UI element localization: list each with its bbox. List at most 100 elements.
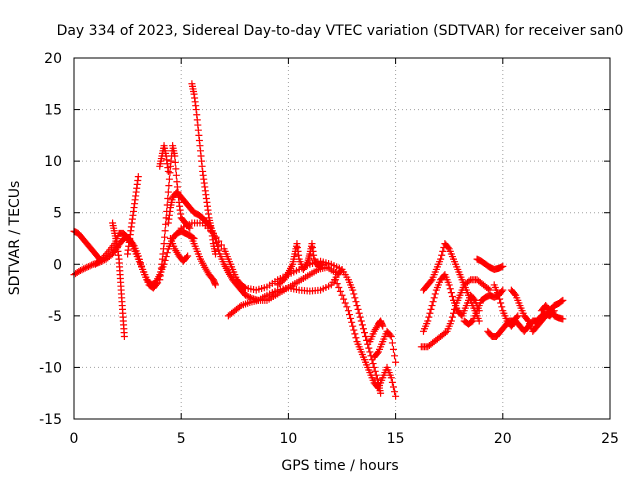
data-point — [245, 293, 253, 301]
data-point — [357, 317, 365, 325]
data-point — [514, 312, 522, 320]
axis-ticks — [73, 57, 611, 420]
data-point — [365, 344, 373, 352]
data-point — [496, 295, 504, 303]
data-point — [363, 336, 371, 344]
x-tick-label: 10 — [279, 431, 297, 447]
data-point — [392, 358, 400, 366]
data-point — [446, 285, 454, 293]
data-point — [438, 251, 446, 259]
data-point — [431, 290, 439, 298]
data-point — [337, 267, 345, 275]
series-s19 — [419, 271, 483, 335]
data-point — [336, 287, 344, 295]
data-point — [389, 383, 397, 391]
plot-frame — [73, 57, 611, 420]
data-point — [356, 313, 364, 321]
data-point — [349, 322, 357, 330]
data-point — [427, 305, 435, 313]
data-point — [161, 227, 169, 235]
data-point — [559, 315, 567, 323]
series-s4 — [109, 219, 128, 340]
data-point — [495, 291, 503, 299]
data-point — [523, 316, 531, 324]
data-point — [333, 280, 341, 288]
data-point — [335, 283, 343, 291]
data-point — [81, 264, 89, 272]
data-point — [371, 367, 379, 375]
data-point — [338, 265, 346, 273]
data-point — [558, 297, 566, 305]
data-point — [217, 241, 225, 249]
data-point — [242, 291, 250, 299]
series-s20 — [417, 276, 494, 351]
series-s13 — [224, 265, 346, 320]
data-point — [212, 233, 220, 241]
data-point — [346, 311, 354, 319]
data-point — [351, 330, 359, 338]
data-point — [366, 348, 374, 356]
series-s9 — [188, 80, 220, 258]
data-point — [387, 332, 395, 340]
data-point — [212, 281, 220, 289]
x-tick-label: 0 — [70, 431, 79, 447]
data-point — [437, 255, 445, 263]
data-point — [183, 253, 191, 261]
data-point — [76, 266, 84, 274]
x-tick-label: 20 — [494, 431, 512, 447]
data-point — [343, 303, 351, 311]
x-axis-label: GPS time / hours — [281, 458, 398, 474]
data-point — [171, 152, 179, 160]
data-point — [369, 360, 377, 368]
series-s10 — [188, 235, 220, 289]
data-point — [349, 286, 357, 294]
data-point — [392, 392, 400, 400]
data-point — [83, 263, 91, 271]
data-point — [352, 334, 360, 342]
data-point — [427, 277, 435, 285]
data-point — [164, 195, 172, 203]
series-s26 — [537, 302, 567, 323]
data-point — [340, 295, 348, 303]
data-point — [362, 332, 370, 340]
series-s6 — [156, 142, 194, 284]
data-point — [370, 363, 378, 371]
data-point — [353, 302, 361, 310]
series-s11 — [166, 235, 192, 265]
data-point — [439, 247, 447, 255]
data-point — [424, 317, 432, 325]
y-tick-label: -10 — [39, 360, 62, 376]
y-axis-label: SDTVAR / TECUs — [7, 181, 23, 296]
data-point — [350, 290, 358, 298]
data-point — [358, 321, 366, 329]
data-point — [499, 262, 507, 270]
data-point — [78, 266, 86, 274]
chart-title: Day 334 of 2023, Sidereal Day-to-day VTE… — [57, 23, 624, 39]
x-tick-label: 15 — [387, 431, 405, 447]
data-point — [86, 262, 94, 270]
data-point — [373, 375, 381, 383]
series-s25 — [507, 286, 567, 335]
data-point — [166, 169, 174, 177]
data-point — [484, 285, 492, 293]
data-point — [497, 299, 505, 307]
data-point — [165, 182, 173, 190]
data-point — [498, 287, 506, 295]
series-s17 — [366, 317, 387, 346]
data-point — [355, 309, 363, 317]
data-point — [447, 317, 455, 325]
data-point — [96, 256, 104, 264]
data-point — [429, 298, 437, 306]
series-s16 — [370, 327, 400, 366]
data-point — [470, 295, 478, 303]
data-point — [448, 293, 456, 301]
data-point — [351, 294, 359, 302]
data-point — [172, 165, 180, 173]
data-point — [120, 332, 128, 340]
data-point — [171, 158, 179, 166]
data-point — [209, 229, 217, 237]
series-s14 — [274, 240, 327, 289]
data-point — [449, 309, 457, 317]
